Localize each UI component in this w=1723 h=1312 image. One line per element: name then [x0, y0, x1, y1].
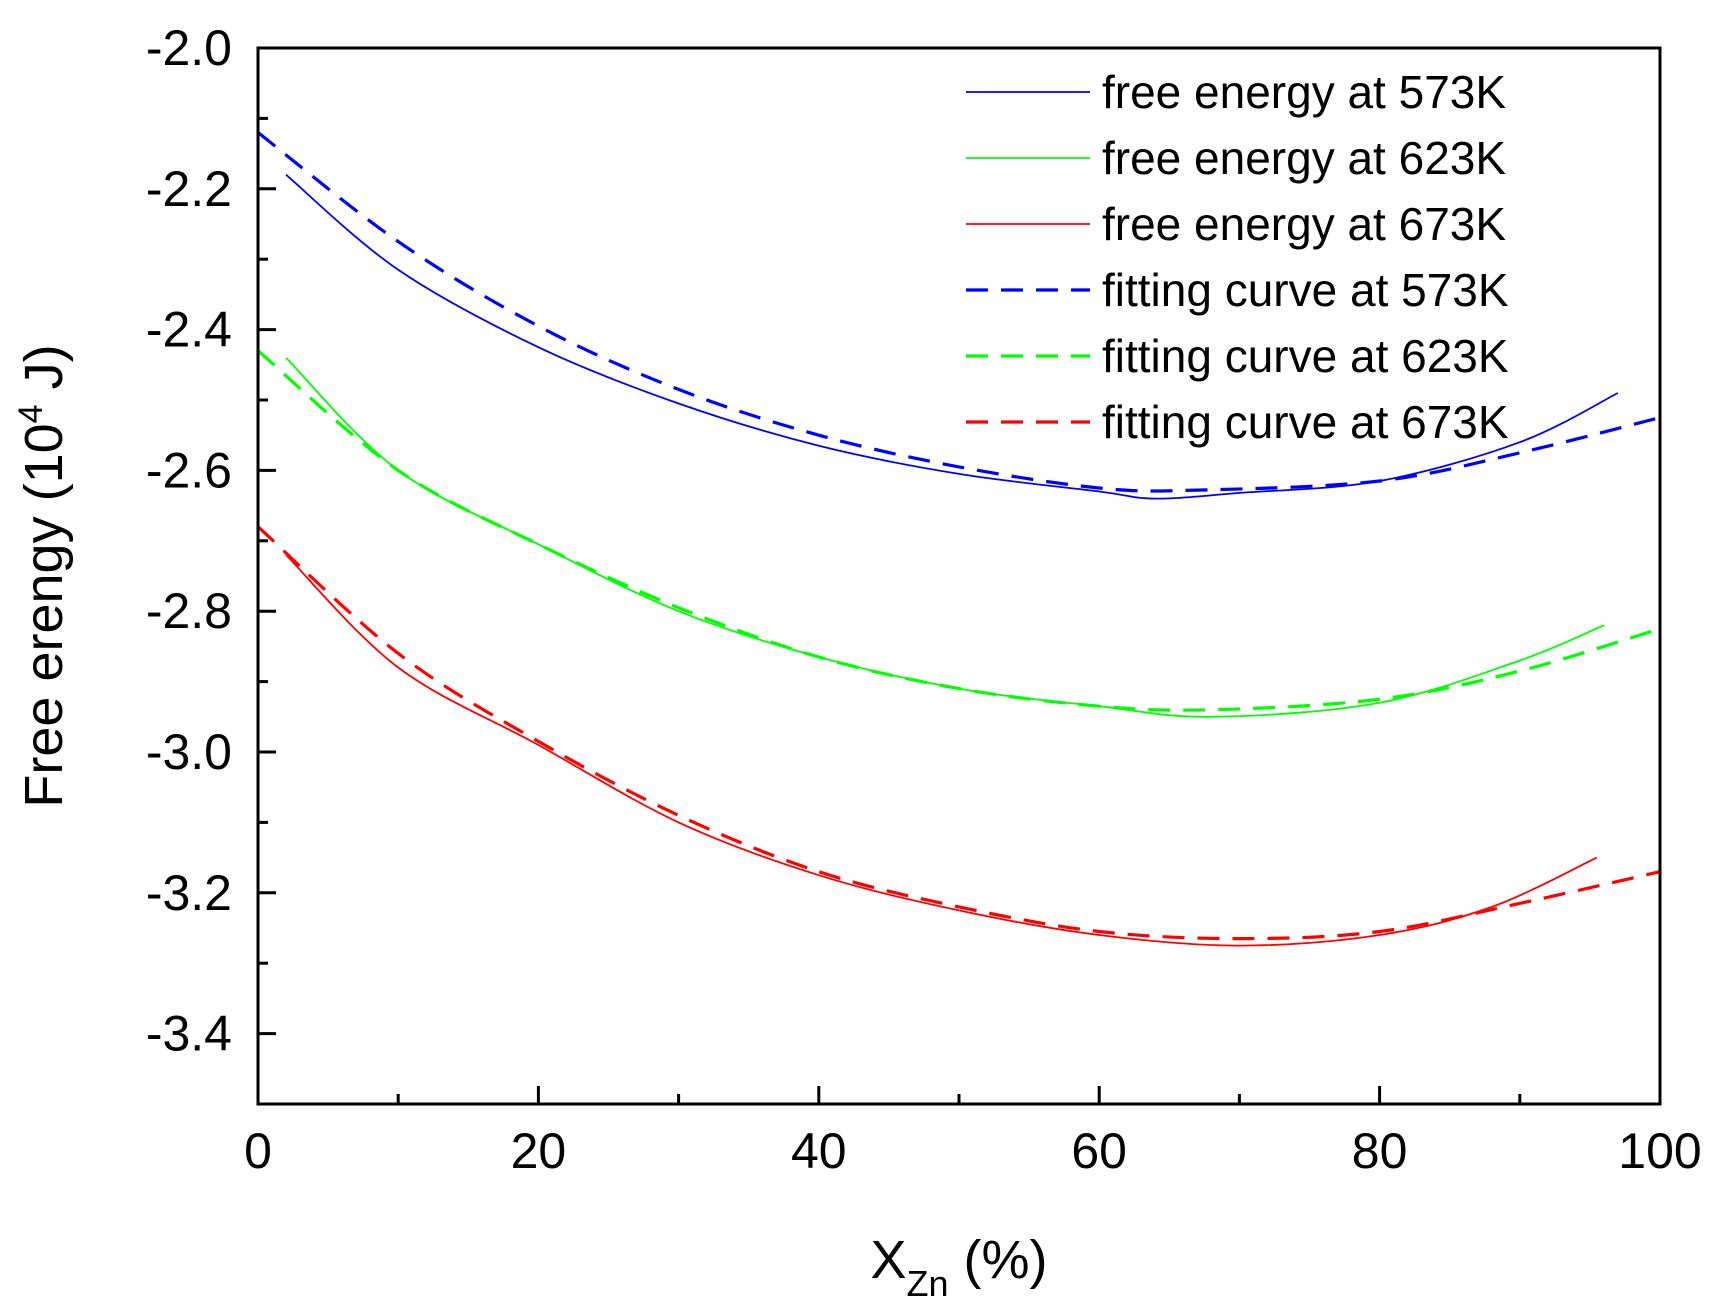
- legend-label-free-energy-at-623k: free energy at 623K: [1102, 132, 1506, 184]
- y-axis-title-superscript: 4: [12, 404, 50, 423]
- legend-label-fitting-curve-at-573k: fitting curve at 573K: [1102, 264, 1509, 316]
- y-tick-label: -2.6: [146, 442, 232, 498]
- y-tick-label: -2.8: [146, 583, 232, 639]
- x-tick-label: 40: [791, 1123, 847, 1179]
- ticks-layer: 0 20 40 60 80 100 -2.0 -2.2 -2.4 -2.6 -2.8 -3.0 -3.2…: [146, 20, 1702, 1179]
- legend: free energy at 573K free energy at 623K fr…: [966, 66, 1509, 448]
- x-tick-label: 0: [244, 1123, 272, 1179]
- x-axis-title: XZn (%): [870, 1230, 1047, 1304]
- x-tick-label: 100: [1618, 1123, 1701, 1179]
- x-axis-title-unit: (%): [949, 1230, 1048, 1290]
- y-axis-title-main: Free erengy (10: [14, 423, 74, 807]
- y-tick-label: -2.0: [146, 20, 232, 76]
- legend-label-free-energy-at-573k: free energy at 573K: [1102, 66, 1506, 118]
- y-axis-title: Free erengy (104 J): [12, 344, 74, 807]
- legend-label-fitting-curve-at-623k: fitting curve at 623K: [1102, 330, 1509, 382]
- x-tick-label: 60: [1071, 1123, 1127, 1179]
- legend-label-free-energy-at-673k: free energy at 673K: [1102, 198, 1506, 250]
- x-axis-title-main: X: [870, 1230, 906, 1290]
- y-axis-title-unit: J): [14, 344, 74, 404]
- y-tick-label: -3.0: [146, 724, 232, 780]
- series-free-energy-at-673k: [285, 554, 1598, 947]
- x-tick-label: 80: [1352, 1123, 1408, 1179]
- y-tick-label: -3.4: [146, 1006, 232, 1062]
- series-fitting-curve-at-573k: [257, 131, 1661, 493]
- x-tick-label: 20: [511, 1123, 567, 1179]
- legend-label-fitting-curve-at-673k: fitting curve at 673K: [1102, 396, 1509, 448]
- y-tick-label: -3.2: [146, 865, 232, 921]
- x-axis-title-subscript: Zn: [907, 1263, 949, 1304]
- series-fitting-curve-at-673k: [256, 525, 1661, 941]
- series-fitting-curve-at-623k: [256, 349, 1661, 712]
- y-tick-label: -2.2: [146, 161, 232, 217]
- series-layer: [256, 131, 1661, 947]
- y-tick-label: -2.4: [146, 302, 232, 358]
